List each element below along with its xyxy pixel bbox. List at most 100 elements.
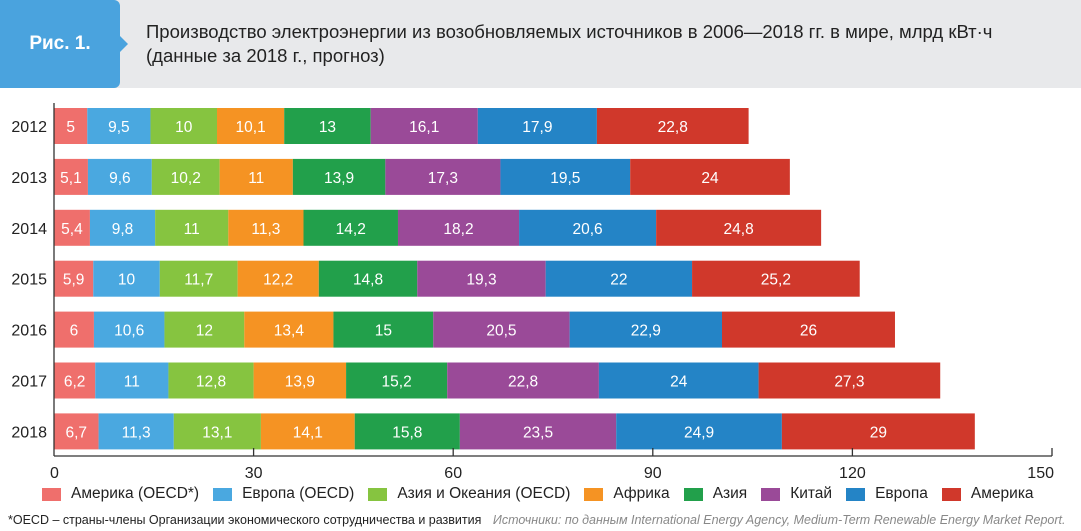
stacked-bar-chart: 5 9,5 10 10,1 13 16,1 17,9 22,8 5,1 9,6 10,2 11 13,9…: [11, 103, 1054, 482]
footnote-source: Источники: по данным International Energ…: [492, 513, 1066, 527]
bar-segment: [173, 413, 261, 450]
data-label: 10,6: [114, 323, 144, 340]
category-label: 2015: [11, 272, 47, 289]
data-label: 23,5: [523, 424, 553, 441]
bar-segment: [292, 158, 386, 195]
data-label: 24,9: [684, 424, 714, 441]
bar-segment: [500, 158, 631, 195]
data-label: 13,9: [285, 374, 315, 391]
data-label: 11: [124, 374, 140, 391]
data-label: 22,8: [508, 374, 538, 391]
data-label: 12,8: [196, 374, 226, 391]
bar-segment: [477, 108, 597, 144]
data-label: 5,1: [60, 170, 82, 187]
bar-segment: [519, 209, 657, 246]
data-label: 18,2: [443, 221, 473, 238]
bar-segment: [303, 209, 398, 246]
data-label: 11,7: [184, 272, 213, 289]
data-label: 13: [319, 119, 336, 136]
bar-segment: [630, 158, 790, 195]
legend-swatch: [941, 487, 961, 501]
data-label: 17,9: [522, 119, 552, 136]
data-label: 9,6: [109, 170, 131, 187]
data-label: 17,3: [428, 170, 458, 187]
data-label: 13,4: [274, 323, 305, 340]
bar-segment: [93, 311, 165, 348]
bar-segment: [397, 209, 520, 246]
bar-segment: [228, 209, 304, 246]
data-label: 22,9: [631, 323, 661, 340]
legend-label: Африка: [613, 485, 670, 502]
data-label: 9,5: [108, 119, 130, 136]
bar-segment: [260, 413, 355, 450]
category-label: 2012: [11, 119, 47, 136]
bar-segment: [155, 209, 229, 246]
data-label: 11,3: [122, 424, 151, 441]
data-label: 5: [66, 119, 75, 136]
legend-swatch: [683, 487, 703, 501]
x-tick-label: 0: [50, 465, 59, 482]
bar-segment: [217, 108, 285, 144]
bar-segment: [781, 413, 975, 450]
bar-segment: [54, 311, 94, 348]
data-label: 11: [248, 170, 264, 187]
data-label: 24,8: [724, 221, 754, 238]
data-label: 19,5: [550, 170, 580, 187]
legend-item: Азия: [683, 485, 747, 503]
legend-label: Китай: [790, 485, 833, 502]
data-label: 15: [375, 323, 392, 340]
bar-segment: [54, 108, 88, 144]
bar-segment: [237, 260, 319, 297]
data-label: 9,8: [112, 221, 134, 238]
bar-segment: [151, 158, 220, 195]
data-label: 13,9: [324, 170, 354, 187]
data-label: 25,2: [761, 272, 791, 289]
data-label: 22,8: [658, 119, 688, 136]
bar-segment: [433, 311, 570, 348]
legend-label: Европа (OECD): [242, 485, 355, 502]
legend-swatch: [761, 487, 781, 501]
data-label: 12: [196, 323, 213, 340]
data-label: 12,2: [263, 272, 293, 289]
legend-item: Америка (OECD*): [42, 485, 199, 503]
footnote-note: *OECD – страны-члены Организации экономи…: [8, 513, 482, 527]
bar-segment: [54, 362, 96, 399]
data-label: 13,1: [202, 424, 232, 441]
legend-item: Китай: [761, 485, 832, 503]
axes-group: 2012 2013 2014 2015 2016 2017 2018 0 30 60 90 120 15…: [11, 103, 1054, 482]
data-label: 14,2: [336, 221, 366, 238]
bar-segment: [354, 413, 460, 450]
footnote: *OECD – страны-члены Организации экономи…: [8, 513, 1065, 527]
data-label: 16,1: [409, 119, 439, 136]
legend-swatch: [213, 487, 233, 501]
legend-swatch: [584, 487, 604, 501]
data-label: 22: [610, 272, 627, 289]
data-label: 6: [70, 323, 79, 340]
data-label: 10,1: [236, 119, 266, 136]
bar-segment: [596, 108, 749, 144]
bar-segment: [333, 311, 434, 348]
bar-segment: [721, 311, 895, 348]
bar-segment: [284, 108, 371, 144]
bar-segment: [346, 362, 448, 399]
category-label: 2013: [11, 170, 47, 187]
legend-item: Африка: [584, 485, 670, 503]
bar-segment: [54, 209, 90, 246]
data-label: 29: [870, 424, 887, 441]
bar-segment: [758, 362, 941, 399]
data-label: 14,1: [293, 424, 323, 441]
x-tick-label: 150: [1027, 465, 1054, 482]
bar-segment: [616, 413, 782, 450]
data-label: 10,2: [171, 170, 201, 187]
bar-segment: [244, 311, 334, 348]
legend-swatch: [42, 487, 61, 501]
legend-item: Азия и Океания (OECD): [368, 485, 570, 503]
data-label: 24: [670, 374, 688, 391]
legend-label: Азия и Океания (OECD): [397, 485, 571, 502]
bar-segment: [598, 362, 759, 399]
legend-item: Европа (OECD): [213, 485, 354, 503]
data-label: 15,8: [392, 424, 422, 441]
bar-segment: [447, 362, 599, 399]
data-label: 15,2: [382, 374, 412, 391]
data-label: 19,3: [466, 272, 496, 289]
